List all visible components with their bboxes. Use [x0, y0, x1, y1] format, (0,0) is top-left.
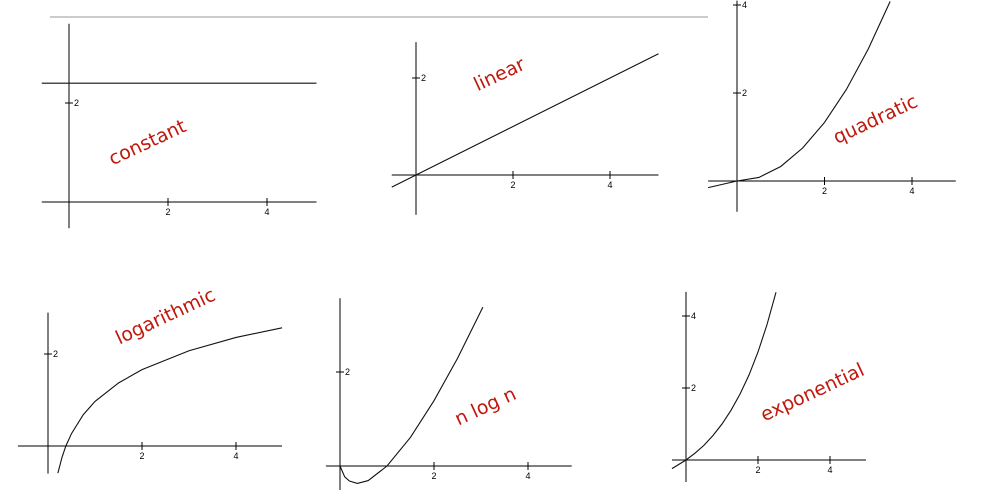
- function-label: exponential: [757, 359, 868, 426]
- x-tick-label: 2: [755, 465, 760, 475]
- y-tick-label: 4: [742, 0, 747, 10]
- x-tick-label: 4: [909, 186, 914, 196]
- x-tick-label: 4: [525, 471, 530, 481]
- function-label: constant: [105, 115, 189, 170]
- y-tick-label: 2: [74, 98, 79, 108]
- curve: [57, 327, 283, 474]
- x-tick-label: 4: [264, 207, 269, 217]
- x-tick-label: 2: [822, 186, 827, 196]
- function-label: n log n: [451, 383, 519, 430]
- y-tick-label: 2: [53, 349, 58, 359]
- y-tick-label: 2: [742, 88, 747, 98]
- function-label: quadratic: [830, 90, 921, 148]
- y-tick-label: 2: [345, 367, 350, 377]
- function-label: logarithmic: [112, 284, 219, 349]
- x-tick-label: 4: [827, 465, 832, 475]
- x-tick-label: 4: [233, 451, 238, 461]
- y-tick-label: 4: [691, 311, 696, 321]
- y-tick-label: 2: [421, 73, 426, 83]
- x-tick-label: 2: [431, 471, 436, 481]
- curve: [708, 1, 891, 189]
- curve: [671, 292, 777, 470]
- y-tick-label: 2: [691, 383, 696, 393]
- x-tick-label: 2: [510, 180, 515, 190]
- function-label: linear: [470, 53, 528, 96]
- x-tick-label: 2: [139, 451, 144, 461]
- x-tick-label: 2: [165, 207, 170, 217]
- curve: [339, 306, 484, 484]
- x-tick-label: 4: [607, 180, 612, 190]
- curve: [391, 53, 659, 188]
